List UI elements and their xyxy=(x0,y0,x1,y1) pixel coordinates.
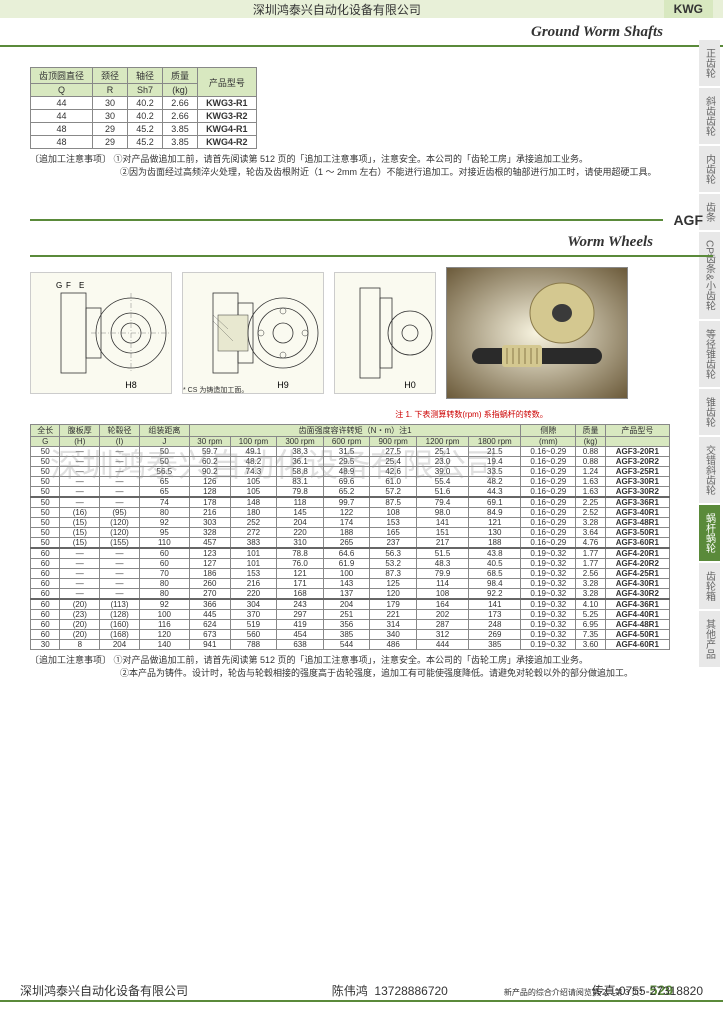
kwg-table: 齿顶圆直径颈径轴径质量产品型号 QRSh7(kg) 443040.22.66KW… xyxy=(30,67,257,149)
svg-text:H8: H8 xyxy=(125,380,137,390)
table-row: 60——6012710176.061.953.248.340.50.19~0.3… xyxy=(31,559,670,569)
footer-company: 深圳鸿泰兴自动化设备有限公司 xyxy=(20,982,188,999)
footer: 深圳鸿泰兴自动化设备有限公司 陈伟鸿 13728886720 传真:0755-2… xyxy=(0,982,723,999)
table-row: 60——6012310178.864.656.351.543.80.19~0.3… xyxy=(31,548,670,559)
section1-title: Ground Worm Shafts xyxy=(0,18,723,43)
table-row: 443040.22.66KWG3-R2 xyxy=(31,110,257,123)
tech-diagram-h0: H0 xyxy=(334,272,436,394)
tech-diagram-h9: H9 * CS 为铸造加工面。 xyxy=(182,272,324,394)
table-row: 3082041409417886385444864443850.19~0.323… xyxy=(31,640,670,650)
tech-diagram-h8: G F E H8 xyxy=(30,272,172,394)
table-row: 50(15)(155)1104573833102652372171880.16~… xyxy=(31,538,670,549)
table-row: 60——7018615312110087.379.968.50.19~0.322… xyxy=(31,569,670,579)
red-note: 注 1. 下表测算转数(rpm) 系指蜗杆的转数。 xyxy=(230,409,713,420)
table-row: 60——8027022016813712010892.20.19~0.323.2… xyxy=(31,589,670,600)
header-code: KWG xyxy=(664,0,713,18)
header-bar: 深圳鸿泰兴自动化设备有限公司 KWG xyxy=(0,0,723,18)
table-row: 60(20)(160)1166245194193563142872480.19~… xyxy=(31,620,670,630)
section-divider xyxy=(0,45,723,47)
table-row: 60——8026021617114312511498.40.19~0.323.2… xyxy=(31,579,670,589)
table-row: 50(15)(120)923032522041741531411210.16~0… xyxy=(31,518,670,528)
diagram-row: G F E H8 H9 * CS 为铸造加工面。 xyxy=(30,267,713,399)
table-row: 50(15)(120)953282722201881651511300.16~0… xyxy=(31,528,670,538)
svg-text:H9: H9 xyxy=(277,380,289,390)
kwg-notes: 〔追加工注意事项〕 ①对产品做追加工前，请首先阅读第 512 页的「追加工注意事… xyxy=(30,153,713,178)
agf-notes: 〔追加工注意事项〕 ①对产品做追加工前，请首先阅读第 512 页的「追加工注意事… xyxy=(30,654,713,679)
table-row: 50——6512810579.865.257.251.644.30.16~0.2… xyxy=(31,487,670,498)
table-row: 60(20)(168)1206735604543853403122690.19~… xyxy=(31,630,670,640)
table-row: 50——5060.248.236.129.525.423.019.40.16~0… xyxy=(31,457,670,467)
table-row: 50(16)(95)8021618014512210898.084.90.16~… xyxy=(31,508,670,518)
section2-title: Worm Wheels xyxy=(30,228,713,253)
table-row: 50——5059.749.138.331.527.525.121.50.16~0… xyxy=(31,447,670,457)
table-row: 443040.22.66KWG3-R1 xyxy=(31,97,257,110)
table-row: 50——56.590.274.358.848.942.639.033.50.16… xyxy=(31,467,670,477)
svg-text:E: E xyxy=(79,281,84,290)
table-row: 50——6512610583.169.661.055.448.20.16~0.2… xyxy=(31,477,670,487)
table-row: 60(23)(128)1004453702972512212021730.19~… xyxy=(31,610,670,620)
product-photo xyxy=(446,267,628,399)
table-row: 50——7417814811899.787.579.469.10.16~0.29… xyxy=(31,497,670,508)
agf-table: 全长腹板厚轮毂径组装距离齿面强度容许转矩（N・m）注1侧隙质量产品型号 G(H)… xyxy=(30,424,670,650)
svg-text:H0: H0 xyxy=(404,380,416,390)
table-row: 482945.23.85KWG4-R1 xyxy=(31,123,257,136)
table-row: 482945.23.85KWG4-R2 xyxy=(31,136,257,149)
agf-code: AGF xyxy=(663,212,713,228)
table-row: 60(20)(113)923663042432041791641410.19~0… xyxy=(31,599,670,610)
company-name: 深圳鸿泰兴自动化设备有限公司 xyxy=(10,1,664,18)
svg-text:F: F xyxy=(66,281,71,290)
svg-text:G: G xyxy=(56,281,62,290)
